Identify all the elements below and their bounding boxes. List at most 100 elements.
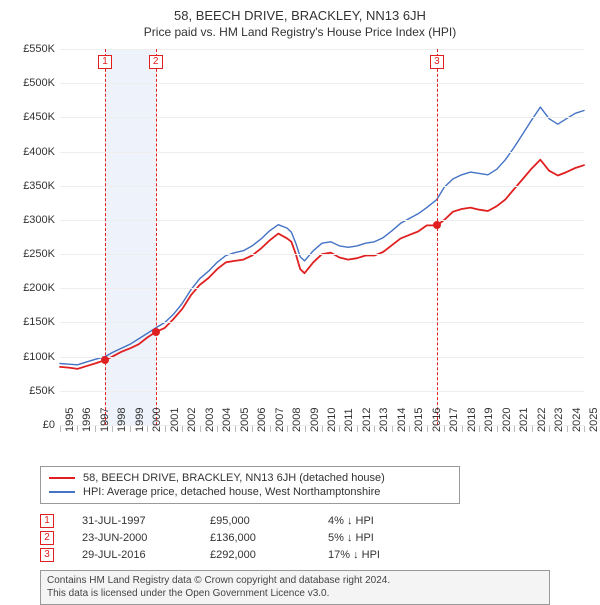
- y-tick-label: £450K: [10, 111, 55, 123]
- gridline: [60, 357, 584, 358]
- x-tick-label: 2006: [256, 408, 268, 432]
- x-tick: [497, 426, 498, 432]
- gridline: [60, 83, 584, 84]
- x-tick-label: 2015: [413, 408, 425, 432]
- legend: 58, BEECH DRIVE, BRACKLEY, NN13 6JH (det…: [40, 466, 460, 504]
- sale-marker: 2: [149, 55, 163, 69]
- y-tick-label: £50K: [10, 385, 55, 397]
- x-tick: [112, 426, 113, 432]
- legend-label: 58, BEECH DRIVE, BRACKLEY, NN13 6JH (det…: [83, 472, 385, 484]
- plot-region: £0£50K£100K£150K£200K£250K£300K£350K£400…: [60, 49, 584, 425]
- y-tick-label: £350K: [10, 180, 55, 192]
- x-tick-label: 2016: [431, 408, 443, 432]
- x-tick-label: 1996: [81, 408, 93, 432]
- x-tick: [374, 426, 375, 432]
- sale-dot: [433, 221, 441, 229]
- legend-item: HPI: Average price, detached house, West…: [49, 485, 451, 499]
- x-tick: [549, 426, 550, 432]
- sale-vline: [437, 49, 438, 425]
- x-tick: [392, 426, 393, 432]
- gridline: [60, 220, 584, 221]
- x-tick-label: 2022: [536, 408, 548, 432]
- x-tick: [514, 426, 515, 432]
- sales-table: 131-JUL-1997£95,0004% ↓ HPI 223-JUN-2000£…: [40, 514, 590, 562]
- legend-swatch: [49, 491, 75, 493]
- attribution-footer: Contains HM Land Registry data © Crown c…: [40, 570, 550, 605]
- gridline: [60, 322, 584, 323]
- x-tick: [444, 426, 445, 432]
- legend-item: 58, BEECH DRIVE, BRACKLEY, NN13 6JH (det…: [49, 471, 451, 485]
- x-tick-label: 2003: [204, 408, 216, 432]
- line-layer: [60, 49, 584, 425]
- x-tick: [357, 426, 358, 432]
- chart-area: £0£50K£100K£150K£200K£250K£300K£350K£400…: [60, 45, 584, 426]
- sales-marker: 2: [40, 531, 54, 545]
- x-tick: [462, 426, 463, 432]
- x-tick: [270, 426, 271, 432]
- sale-dot: [101, 356, 109, 364]
- gridline: [60, 49, 584, 50]
- sales-row: 329-JUL-2016£292,00017% ↓ HPI: [40, 548, 590, 562]
- x-tick-label: 2021: [518, 408, 530, 432]
- x-tick: [147, 426, 148, 432]
- x-tick-label: 1999: [134, 408, 146, 432]
- sales-diff: 4% ↓ HPI: [328, 515, 448, 527]
- y-tick-label: £250K: [10, 248, 55, 260]
- x-tick: [287, 426, 288, 432]
- legend-swatch: [49, 477, 75, 479]
- x-tick: [339, 426, 340, 432]
- x-tick: [409, 426, 410, 432]
- x-tick: [95, 426, 96, 432]
- sales-diff: 17% ↓ HPI: [328, 549, 448, 561]
- series-line: [60, 107, 584, 365]
- y-tick-label: £150K: [10, 316, 55, 328]
- x-tick: [235, 426, 236, 432]
- x-tick: [77, 426, 78, 432]
- sales-row: 223-JUN-2000£136,0005% ↓ HPI: [40, 531, 590, 545]
- chart-subtitle: Price paid vs. HM Land Registry's House …: [10, 25, 590, 39]
- gridline: [60, 288, 584, 289]
- x-tick-label: 2012: [361, 408, 373, 432]
- footer-line-1: Contains HM Land Registry data © Crown c…: [47, 575, 543, 588]
- x-tick-label: 2013: [378, 408, 390, 432]
- sales-date: 29-JUL-2016: [82, 549, 182, 561]
- sales-marker: 1: [40, 514, 54, 528]
- x-tick-label: 2008: [291, 408, 303, 432]
- x-tick-label: 2007: [274, 408, 286, 432]
- gridline: [60, 117, 584, 118]
- chart-title: 58, BEECH DRIVE, BRACKLEY, NN13 6JH: [10, 8, 590, 23]
- y-tick-label: £200K: [10, 282, 55, 294]
- x-tick-label: 2011: [343, 408, 355, 432]
- sale-dot: [152, 328, 160, 336]
- sale-marker: 1: [98, 55, 112, 69]
- x-axis: 1995199619971998199920002001200220032004…: [60, 426, 584, 460]
- x-tick-label: 2001: [169, 408, 181, 432]
- x-tick-label: 2025: [588, 408, 600, 432]
- x-tick-label: 2002: [186, 408, 198, 432]
- footer-line-2: This data is licensed under the Open Gov…: [47, 588, 543, 601]
- gridline: [60, 152, 584, 153]
- y-tick-label: £400K: [10, 146, 55, 158]
- x-tick-label: 2018: [466, 408, 478, 432]
- x-tick-label: 2004: [221, 408, 233, 432]
- x-tick-label: 1998: [116, 408, 128, 432]
- x-tick-label: 2000: [151, 408, 163, 432]
- x-tick-label: 2017: [448, 408, 460, 432]
- sale-marker: 3: [430, 55, 444, 69]
- y-tick-label: £0: [10, 419, 55, 431]
- x-tick-label: 2019: [483, 408, 495, 432]
- sales-price: £136,000: [210, 532, 300, 544]
- x-tick-label: 2009: [309, 408, 321, 432]
- series-line: [60, 160, 584, 369]
- x-tick: [130, 426, 131, 432]
- x-tick: [60, 426, 61, 432]
- x-tick: [427, 426, 428, 432]
- x-tick: [305, 426, 306, 432]
- x-tick-label: 2005: [239, 408, 251, 432]
- sales-price: £292,000: [210, 549, 300, 561]
- sale-vline: [156, 49, 157, 425]
- x-tick: [567, 426, 568, 432]
- y-tick-label: £100K: [10, 351, 55, 363]
- sales-row: 131-JUL-1997£95,0004% ↓ HPI: [40, 514, 590, 528]
- x-tick: [584, 426, 585, 432]
